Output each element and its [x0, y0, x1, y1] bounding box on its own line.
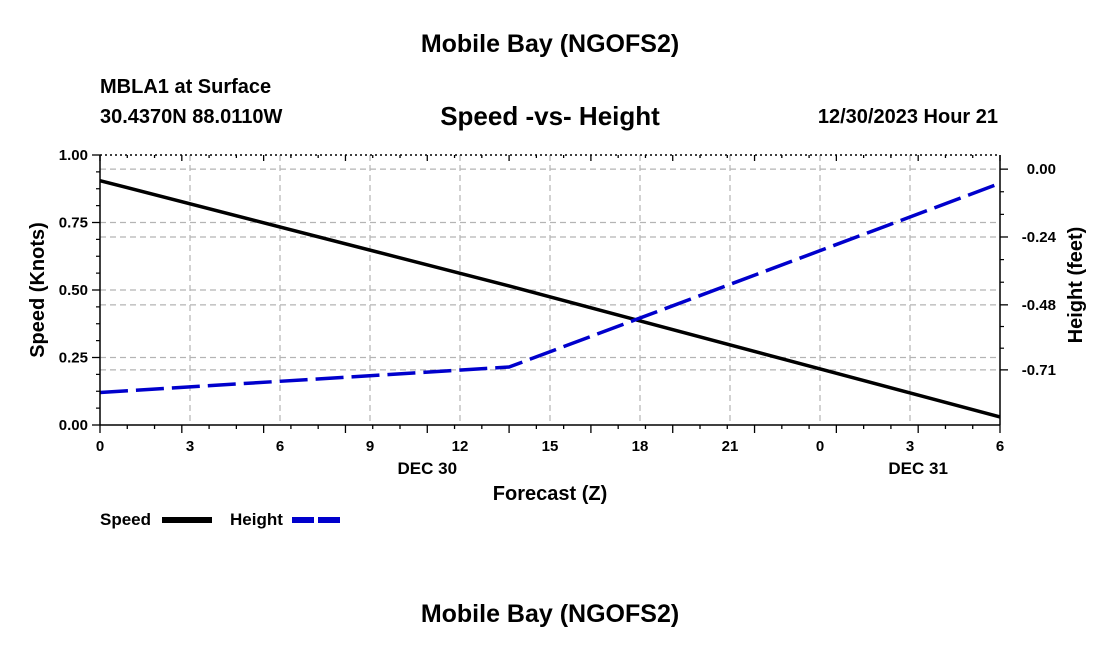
- chart-title: Speed -vs- Height: [440, 101, 660, 131]
- datetime-label: 12/30/2023 Hour 21: [817, 106, 998, 128]
- x-tick-label: 18: [632, 438, 649, 455]
- x-tick-label: 21: [722, 438, 739, 455]
- x-tick-label: 9: [366, 438, 374, 455]
- series-line-speed: [99, 178, 1001, 419]
- y2-tick-label: 0.00: [1027, 161, 1056, 178]
- x-tick-label: 15: [542, 438, 559, 455]
- series-layer: [99, 178, 1001, 419]
- day-label: DEC 31: [888, 459, 948, 478]
- y-tick-label: 0.25: [59, 350, 88, 367]
- x-tick-label: 0: [96, 438, 104, 455]
- legend-label-height: Height: [230, 510, 283, 529]
- series-line-height: [99, 181, 1001, 395]
- axes: 0 3 6 9 12 15 18 21 0 3 6 DEC 30 DEC 31 0.00 0.25 0.50 0…: [59, 147, 1057, 478]
- y-tick-label: 0.50: [59, 282, 88, 299]
- coordinates-label: 30.4370N 88.0110W: [100, 106, 283, 128]
- grid: [100, 155, 1000, 425]
- footer-title: Mobile Bay (NGOFS2): [420, 600, 680, 628]
- y2-tick-label: -0.71: [1022, 362, 1056, 379]
- y2-tick-label: -0.48: [1022, 297, 1056, 314]
- y-tick-label: 1.00: [59, 147, 88, 164]
- y-tick-label: 0.00: [59, 417, 88, 434]
- x-tick-label: 3: [186, 438, 194, 455]
- legend: Speed Height: [100, 510, 342, 529]
- x-tick-label: 6: [276, 438, 284, 455]
- x-tick-label: 0: [816, 438, 824, 455]
- x-tick-label: 6: [996, 438, 1004, 455]
- x-axis-label: Forecast (Z): [493, 483, 607, 505]
- y-axis-label: Speed (Knots): [27, 222, 49, 358]
- page-title: Mobile Bay (NGOFS2): [420, 30, 680, 58]
- y-tick-label: 0.75: [59, 215, 88, 232]
- y2-axis-label: Height (feet): [1065, 227, 1087, 344]
- station-label: MBLA1 at Surface: [100, 76, 272, 98]
- x-tick-label: 3: [906, 438, 914, 455]
- day-label: DEC 30: [398, 459, 458, 478]
- x-tick-label: 12: [452, 438, 469, 455]
- y2-tick-label: -0.24: [1022, 229, 1057, 246]
- legend-label-speed: Speed: [100, 510, 151, 529]
